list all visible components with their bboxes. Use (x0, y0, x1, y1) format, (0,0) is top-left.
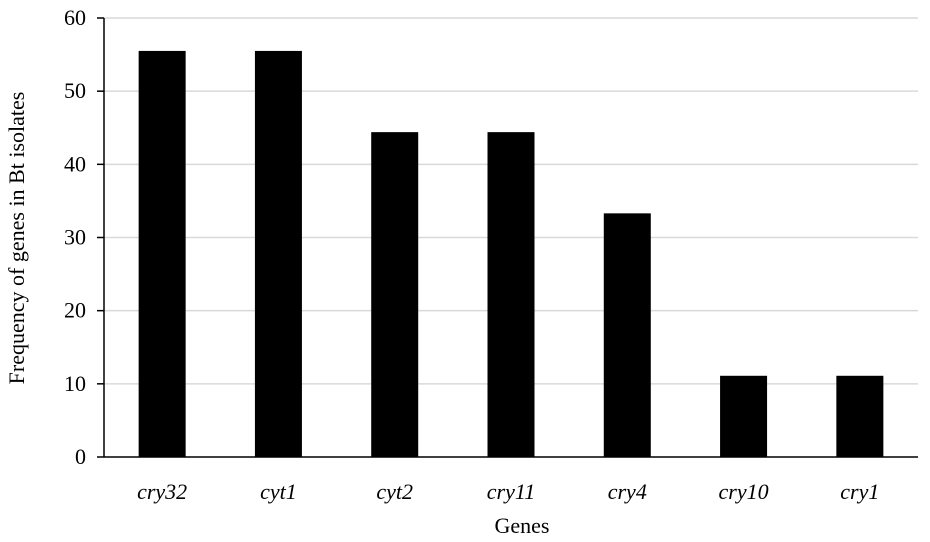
x-tick-label-cry1: cry1 (840, 479, 879, 504)
x-tick-label-cyt1: cyt1 (260, 479, 297, 504)
bar-cyt1 (254, 50, 302, 458)
x-tick-label-cry32: cry32 (137, 479, 187, 504)
y-axis-title: Frequency of genes in Bt isolates (4, 92, 29, 385)
x-tick-label-cry11: cry11 (487, 479, 535, 504)
y-tick-labels: 0 10 20 30 40 50 60 (64, 5, 104, 469)
x-axis-title: Genes (495, 513, 550, 538)
bar-cry4 (603, 213, 651, 457)
bar-cry32 (138, 50, 186, 458)
x-tick-label-cry4: cry4 (608, 479, 647, 504)
bar-cry1 (836, 375, 884, 457)
x-tick-label-cyt2: cyt2 (376, 479, 413, 504)
y-tick-label: 50 (64, 78, 86, 103)
y-tick-label: 20 (64, 298, 86, 323)
bar-cry10 (720, 375, 768, 457)
bars (138, 50, 884, 458)
y-tick-label: 40 (64, 151, 86, 176)
y-tick-label: 0 (75, 444, 86, 469)
x-tick-label-cry10: cry10 (719, 479, 769, 504)
x-tick-labels: cry32 cyt1 cyt2 cry11 cry4 cry10 cry1 (137, 479, 879, 504)
y-tick-label: 60 (64, 5, 86, 30)
y-tick-label: 10 (64, 371, 86, 396)
bar-cry11 (487, 132, 535, 457)
y-tick-label: 30 (64, 225, 86, 250)
bar-cyt2 (371, 132, 419, 457)
